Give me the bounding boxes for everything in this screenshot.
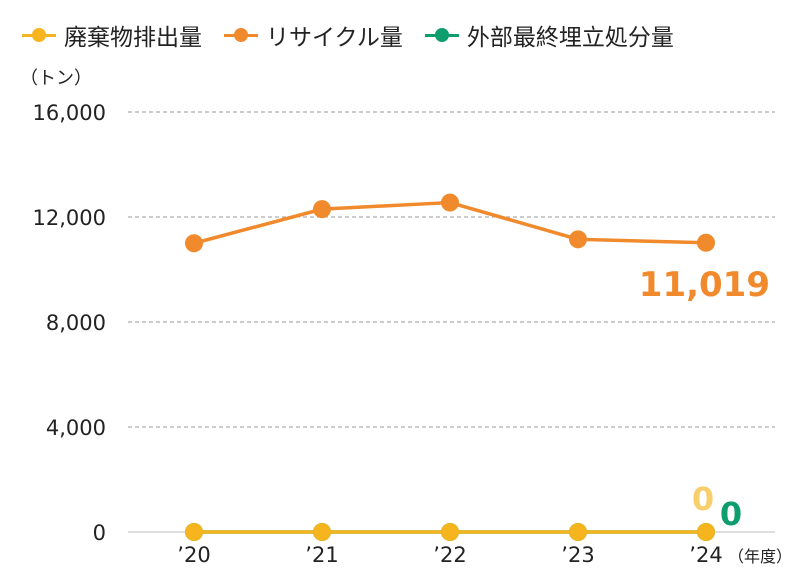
- data-label-landfill-last: 0: [720, 495, 742, 533]
- legend-swatch-landfill: [424, 27, 459, 43]
- data-point-1: [569, 230, 587, 249]
- data-point-1: [313, 200, 331, 219]
- legend-swatch-waste: [22, 27, 56, 43]
- x-tick-label: ’22: [433, 543, 466, 567]
- data-point-1: [185, 234, 203, 253]
- legend-label-landfill: 外部最終埋立処分量: [466, 25, 674, 51]
- legend: 廃棄物排出量 リサイクル量 外部最終埋立処分量: [22, 18, 674, 52]
- x-tick-label: ’23: [561, 543, 594, 567]
- legend-swatch-recycle: [224, 27, 258, 43]
- data-point-1: [441, 193, 459, 212]
- legend-item-landfill: 外部最終埋立処分量: [424, 18, 674, 52]
- legend-item-waste: 廃棄物排出量: [22, 18, 202, 52]
- x-axis-unit-label: （年度）: [728, 547, 792, 566]
- x-tick-label: ’21: [305, 543, 338, 567]
- y-axis-unit-label: （トン）: [20, 68, 92, 89]
- legend-item-recycle: リサイクル量: [224, 18, 403, 52]
- y-tick-label: 8,000: [46, 311, 106, 335]
- data-point-0: [185, 523, 203, 541]
- legend-label-waste: 廃棄物排出量: [64, 25, 202, 51]
- data-label-recycle-last: 11,019: [639, 265, 770, 305]
- data-point-0: [697, 523, 715, 541]
- data-point-0: [441, 523, 459, 541]
- data-point-0: [313, 523, 331, 541]
- y-tick-label: 12,000: [33, 206, 106, 230]
- legend-label-recycle: リサイクル量: [266, 25, 403, 51]
- y-tick-label: 16,000: [33, 101, 106, 125]
- x-tick-label: ’24: [689, 543, 722, 567]
- y-tick-label: 0: [93, 521, 106, 545]
- data-label-waste-last: 0: [692, 480, 714, 518]
- data-point-0: [569, 523, 587, 541]
- data-point-1: [697, 233, 715, 252]
- y-tick-label: 4,000: [46, 416, 106, 440]
- x-tick-label: ’20: [177, 543, 210, 567]
